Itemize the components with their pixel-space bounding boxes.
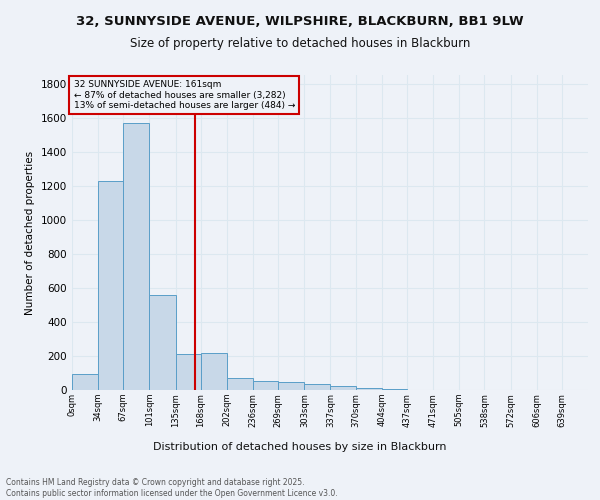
Bar: [72, 374, 98, 390]
Bar: [356, 388, 382, 390]
Bar: [98, 180, 124, 390]
Bar: [304, 384, 331, 390]
Bar: [331, 386, 356, 390]
Bar: [201, 354, 227, 390]
Text: Size of property relative to detached houses in Blackburn: Size of property relative to detached ho…: [130, 38, 470, 51]
Bar: [149, 294, 176, 390]
Text: 32, SUNNYSIDE AVENUE, WILPSHIRE, BLACKBURN, BB1 9LW: 32, SUNNYSIDE AVENUE, WILPSHIRE, BLACKBU…: [76, 15, 524, 28]
Bar: [227, 378, 253, 390]
Bar: [382, 389, 407, 390]
Y-axis label: Number of detached properties: Number of detached properties: [25, 150, 35, 314]
Bar: [176, 354, 201, 390]
Text: 32 SUNNYSIDE AVENUE: 161sqm
← 87% of detached houses are smaller (3,282)
13% of : 32 SUNNYSIDE AVENUE: 161sqm ← 87% of det…: [74, 80, 295, 110]
Text: Contains HM Land Registry data © Crown copyright and database right 2025.
Contai: Contains HM Land Registry data © Crown c…: [6, 478, 338, 498]
Bar: [278, 382, 304, 390]
Bar: [124, 122, 149, 390]
Bar: [253, 382, 278, 390]
Text: Distribution of detached houses by size in Blackburn: Distribution of detached houses by size …: [153, 442, 447, 452]
